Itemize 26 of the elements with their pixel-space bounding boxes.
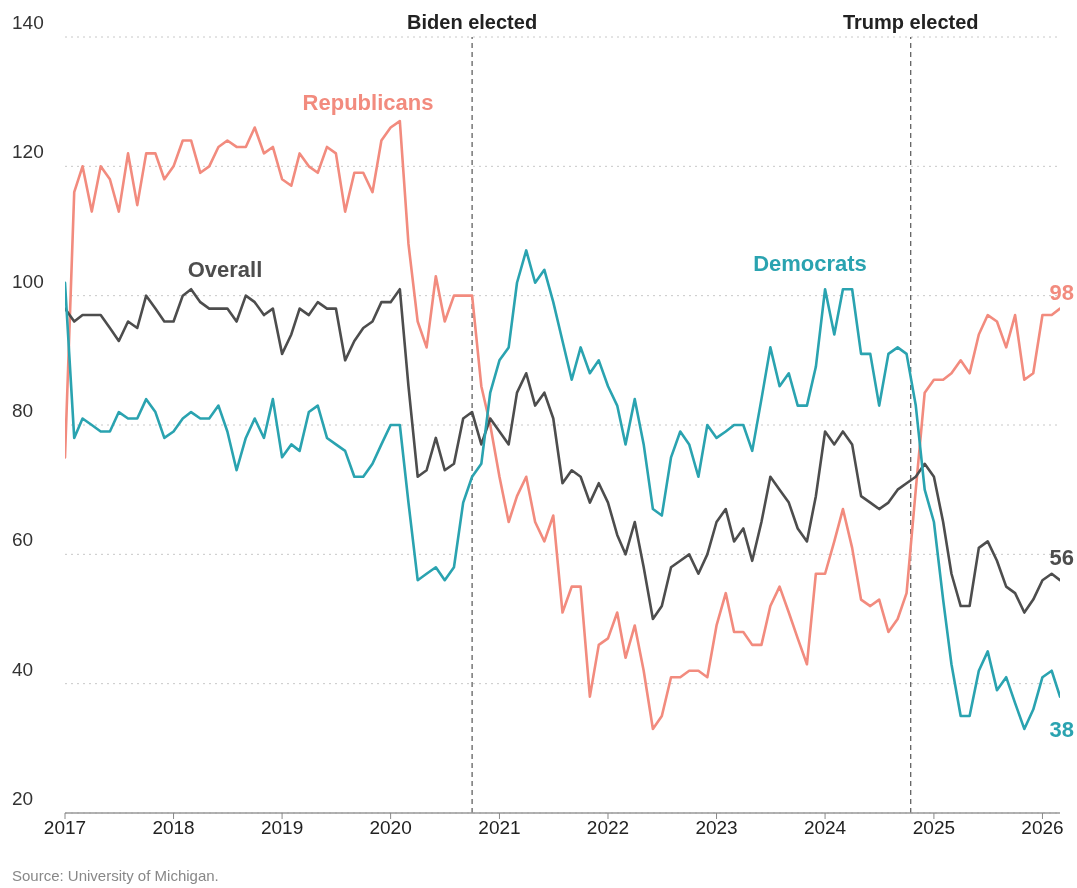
x-tick-label: 2026 — [1021, 817, 1064, 839]
x-tick-label: 2021 — [478, 817, 521, 839]
x-tick-label: 2025 — [912, 817, 956, 839]
x-tick-label: 2022 — [586, 817, 630, 839]
x-tick-label: 2024 — [803, 817, 847, 839]
annotation: 98 — [1049, 280, 1074, 306]
x-tick-label: 2018 — [152, 817, 195, 839]
y-tick-label: 100 — [12, 270, 44, 292]
ref-line-label: Biden elected — [407, 11, 538, 33]
ref-line-label: Trump elected — [842, 11, 979, 33]
y-tick-label: 140 — [12, 12, 44, 33]
x-tick-label: 2019 — [260, 817, 304, 839]
annotation: 38 — [1049, 717, 1074, 743]
annotation: 56 — [1049, 544, 1074, 570]
series-label: Overall — [187, 256, 263, 282]
series-label: Republicans — [302, 89, 434, 115]
y-tick-label: 60 — [12, 529, 34, 551]
y-tick-label: 120 — [12, 141, 44, 163]
x-tick-label: 2020 — [369, 817, 412, 839]
series-label: Democrats — [753, 250, 867, 276]
y-tick-label: 40 — [12, 658, 34, 680]
source-note: Source: University of Michigan. — [12, 867, 220, 884]
y-tick-label: 20 — [12, 788, 34, 809]
x-tick-label: 2023 — [695, 817, 738, 839]
x-tick-label: 2017 — [43, 817, 87, 839]
y-tick-label: 80 — [12, 400, 34, 421]
